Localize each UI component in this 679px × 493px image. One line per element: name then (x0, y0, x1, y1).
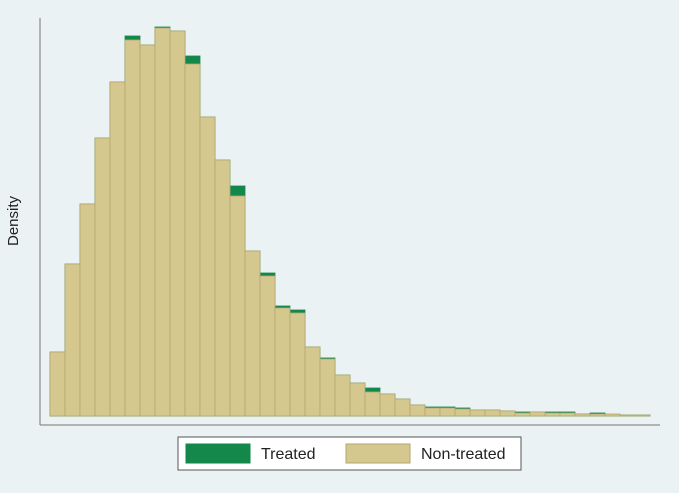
histogram-bar (154, 27, 171, 417)
histogram-bar (559, 412, 576, 417)
histogram-bar (544, 412, 561, 417)
histogram-bar (424, 407, 441, 417)
histogram-bar (484, 409, 501, 417)
histogram-bar (394, 398, 411, 417)
histogram-bar (169, 30, 186, 417)
histogram-bar (244, 250, 261, 417)
histogram-bar (334, 374, 351, 417)
histogram-bar (49, 351, 66, 417)
histogram-bar (364, 391, 381, 417)
histogram-bar (634, 414, 651, 417)
histogram-bar (409, 404, 426, 417)
histogram-bar (199, 116, 216, 417)
histogram-bar (94, 137, 111, 417)
histogram-bar (64, 263, 81, 417)
histogram-bar (574, 413, 591, 417)
histogram-bar (349, 382, 366, 417)
histogram-bar (304, 346, 321, 417)
legend-label: Non-treated (421, 446, 506, 463)
histogram-bar (514, 412, 531, 417)
histogram-bar (529, 411, 546, 417)
histogram-bar (454, 408, 471, 417)
histogram-bar (109, 81, 126, 417)
histogram-bar (139, 44, 156, 417)
histogram-bar (619, 414, 636, 417)
histogram-bar (379, 393, 396, 417)
histogram-bar (124, 39, 141, 417)
histogram-bar (499, 410, 516, 417)
histogram-bar (214, 159, 231, 417)
legend-label: Treated (261, 446, 316, 463)
histogram-bar (589, 413, 606, 417)
legend-swatch (185, 443, 251, 464)
histogram-bar (604, 413, 621, 417)
histogram-bar (319, 358, 336, 417)
histogram-bar (289, 312, 306, 417)
histogram-bar (79, 203, 96, 417)
bars (49, 26, 651, 417)
legend-swatch (345, 443, 411, 464)
y-axis-label: Density (5, 195, 22, 246)
histogram-bar (229, 195, 246, 417)
histogram-bar (274, 307, 291, 417)
histogram-bar (259, 275, 276, 417)
histogram-bar (469, 409, 486, 417)
histogram-bar (184, 63, 201, 417)
histogram-bar (439, 407, 456, 417)
